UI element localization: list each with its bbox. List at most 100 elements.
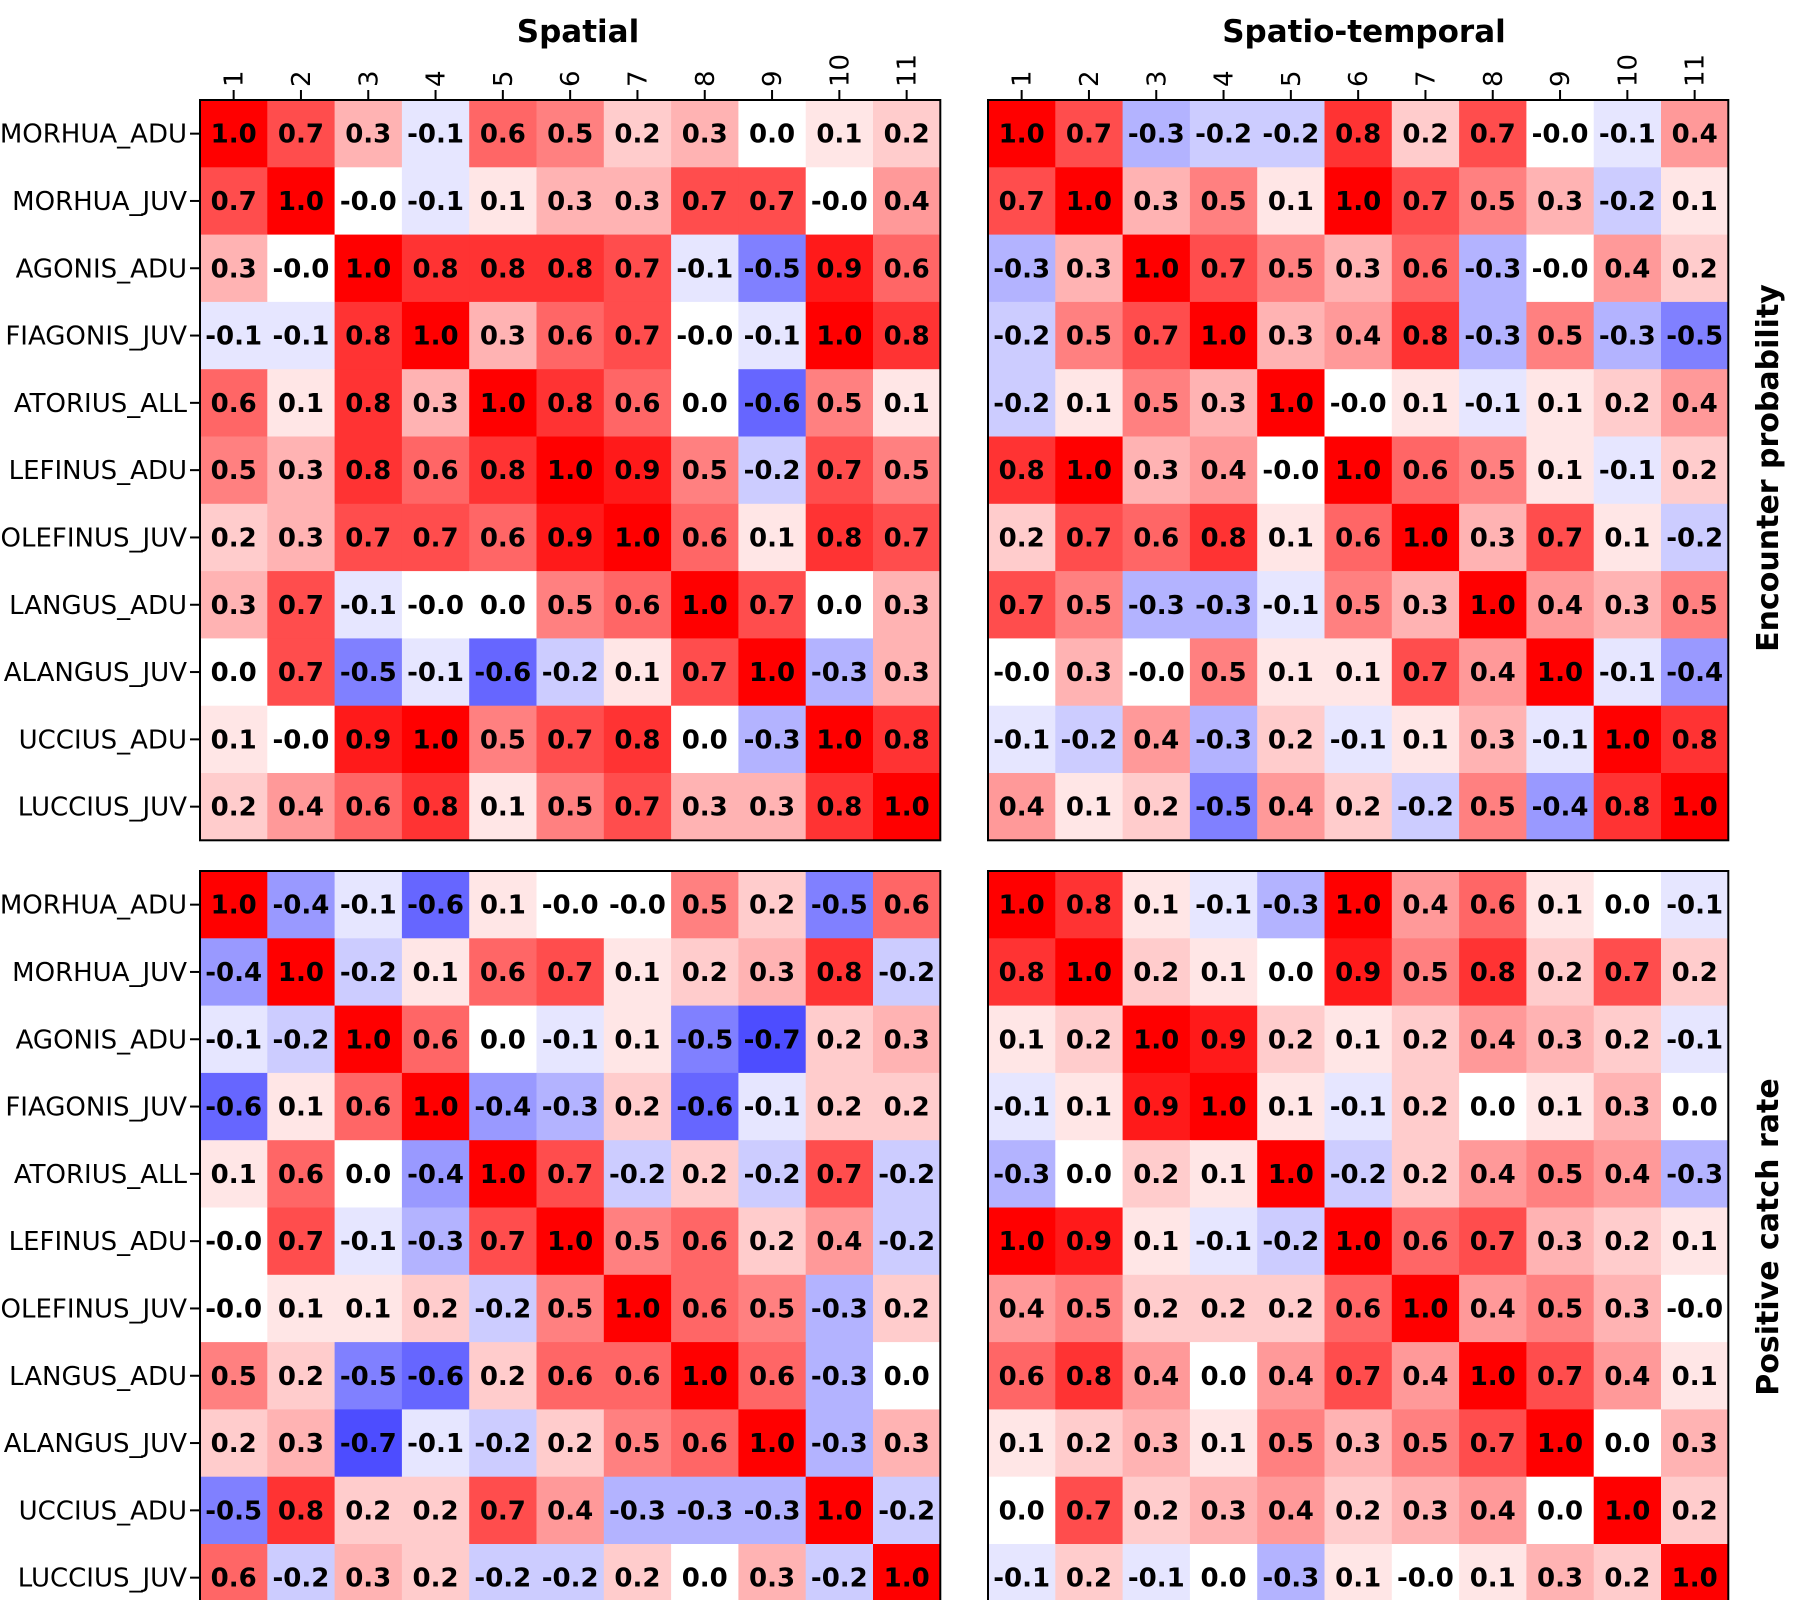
heatmap-cell [401,1207,470,1276]
cell-value-label: 1.0 [413,1093,459,1123]
cell-value-label: 0.2 [614,120,660,150]
cell-value-label: 0.3 [413,389,459,419]
cell-value-label: 0.2 [1402,1025,1448,1055]
heatmap-cell [1122,167,1191,236]
heatmap-cell [1257,571,1326,639]
heatmap-cell [1661,1005,1729,1074]
heatmap-cell [536,1207,605,1276]
x-tick-label: 6 [556,70,586,87]
cell-value-label: -0.4 [205,958,262,988]
heatmap-cell [1391,1342,1460,1410]
heatmap-cell [1189,1005,1258,1074]
heatmap-cell [1189,1544,1258,1600]
heatmap-cell [1055,1207,1124,1276]
heatmap-cell [1324,938,1393,1007]
cell-value-label: -0.5 [340,1362,397,1392]
heatmap-cell [1257,1342,1326,1410]
cell-value-label: 0.8 [816,793,862,823]
heatmap-cell [1257,167,1326,236]
heatmap-cell [1526,938,1595,1007]
heatmap-cell [1593,436,1662,505]
cell-value-label: 0.4 [1402,1362,1448,1392]
heatmap-cell [1526,1072,1595,1141]
heatmap-cell [334,871,403,939]
heatmap-cell [401,1005,470,1074]
cell-value-label: 0.2 [1604,389,1650,419]
heatmap-cell [988,571,1056,639]
cell-value-label: 0.2 [884,1093,930,1123]
cell-value-label: -0.5 [1195,793,1252,823]
heatmap-cell [200,773,268,841]
cell-value-label: 0.1 [884,389,930,419]
cell-value-label: -0.2 [878,1496,935,1526]
cell-value-label: 0.7 [278,658,324,688]
cell-value-label: 0.1 [1402,389,1448,419]
cell-value-label: 0.1 [480,891,526,921]
cell-value-label: 0.6 [413,456,459,486]
heatmap-cell [200,1140,268,1209]
heatmap-cell [805,773,874,841]
heatmap-cell [1324,1409,1393,1478]
cell-value-label: 0.2 [614,1093,660,1123]
cell-value-label: 0.1 [1537,891,1583,921]
cell-value-label: -0.3 [993,1160,1050,1190]
heatmap-cell [469,638,538,707]
cell-value-label: 0.6 [211,1564,257,1594]
cell-value-label: -0.2 [542,1564,599,1594]
heatmap-cell [1189,369,1258,438]
heatmap-cell [401,571,470,639]
heatmap-cell [401,938,470,1007]
heatmap-cell [469,1544,538,1600]
heatmap-cell [805,100,874,168]
heatmap-cell [1391,1140,1460,1209]
cell-value-label: 0.8 [1066,1362,1112,1392]
heatmap-cell [334,1072,403,1141]
heatmap-cell [1257,100,1326,168]
cell-value-label: 0.8 [345,322,391,352]
cell-value-label: 0.2 [211,1429,257,1459]
heatmap-cell [1189,938,1258,1007]
cell-value-label: 0.5 [614,1429,660,1459]
heatmap-cell [603,234,672,303]
cell-value-label: -0.1 [744,322,801,352]
heatmap-cell [267,100,336,168]
heatmap-cell [1324,167,1393,236]
cell-value-label: 0.8 [480,254,526,284]
heatmap-cell [1526,100,1595,168]
cell-value-label: 0.1 [1268,187,1314,217]
cell-value-label: 0.5 [749,1294,795,1324]
cell-value-label: 1.0 [884,793,930,823]
heatmap-cell [988,1005,1056,1074]
cell-value-label: 1.0 [1604,1496,1650,1526]
heatmap-cell [1526,369,1595,438]
cell-value-label: 1.0 [1066,456,1112,486]
heatmap-cell [1055,1342,1124,1410]
heatmap-cell [401,1274,470,1343]
heatmap-cell [1189,1342,1258,1410]
cell-value-label: 0.3 [884,1025,930,1055]
cell-value-label: 0.1 [749,523,795,553]
cell-value-label: -0.2 [1397,793,1454,823]
heatmap-cell [1593,705,1662,774]
heatmap-cell [267,938,336,1007]
heatmap-cell [1055,938,1124,1007]
heatmap-cell [334,369,403,438]
heatmap-cell [1324,1005,1393,1074]
heatmap-cell [603,1544,672,1600]
cell-value-label: 0.7 [547,1160,593,1190]
heatmap-cell [603,1342,672,1410]
heatmap-cell [603,571,672,639]
heatmap-cell [200,638,268,707]
cell-value-label: 0.3 [1402,591,1448,621]
cell-value-label: -0.0 [273,254,330,284]
cell-value-label: 0.6 [547,322,593,352]
heatmap-cell [671,1005,739,1074]
cell-value-label: 0.6 [345,793,391,823]
heatmap-cell [1257,234,1326,303]
cell-value-label: 0.2 [1402,1093,1448,1123]
cell-value-label: 1.0 [345,1025,391,1055]
cell-value-label: 0.9 [345,725,391,755]
cell-value-label: 0.6 [614,591,660,621]
heatmap-cell [1055,1072,1124,1141]
cell-value-label: 0.2 [413,1294,459,1324]
